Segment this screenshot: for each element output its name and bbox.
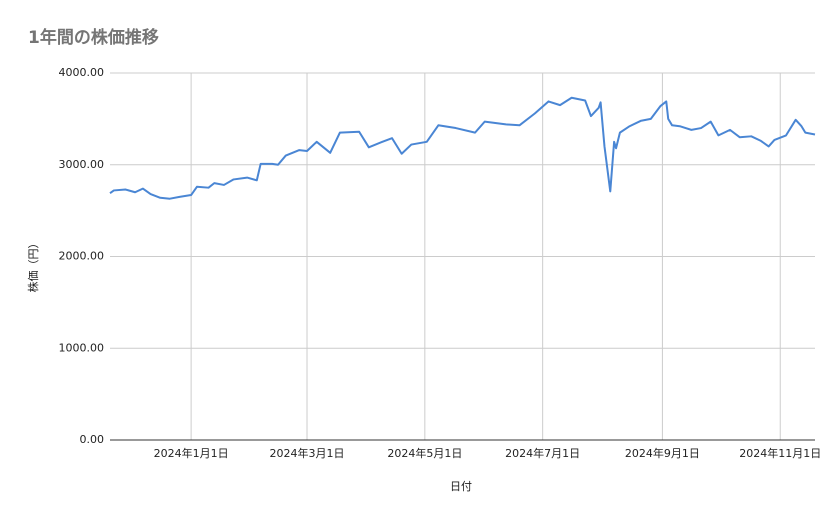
x-tick-label: 2024年5月1日 [387, 446, 462, 460]
x-tick-label: 2024年7月1日 [505, 446, 580, 460]
y-tick-label: 0.00 [80, 433, 105, 446]
y-tick-label: 2000.00 [59, 250, 105, 263]
x-tick-label: 2024年3月1日 [270, 446, 345, 460]
x-tick-label: 2024年11月1日 [739, 446, 821, 460]
y-tick-label: 4000.00 [59, 66, 105, 79]
x-axis-label: 日付 [450, 480, 472, 493]
price-line [109, 96, 816, 200]
y-axis-label: 株価（円） [26, 238, 40, 293]
x-tick-label: 2024年1月1日 [154, 446, 229, 460]
y-tick-label: 3000.00 [59, 158, 105, 171]
x-tick-label: 2024年9月1日 [625, 446, 700, 460]
chart-title: 1年間の株価推移 [28, 27, 159, 48]
y-tick-label: 1000.00 [59, 341, 105, 354]
